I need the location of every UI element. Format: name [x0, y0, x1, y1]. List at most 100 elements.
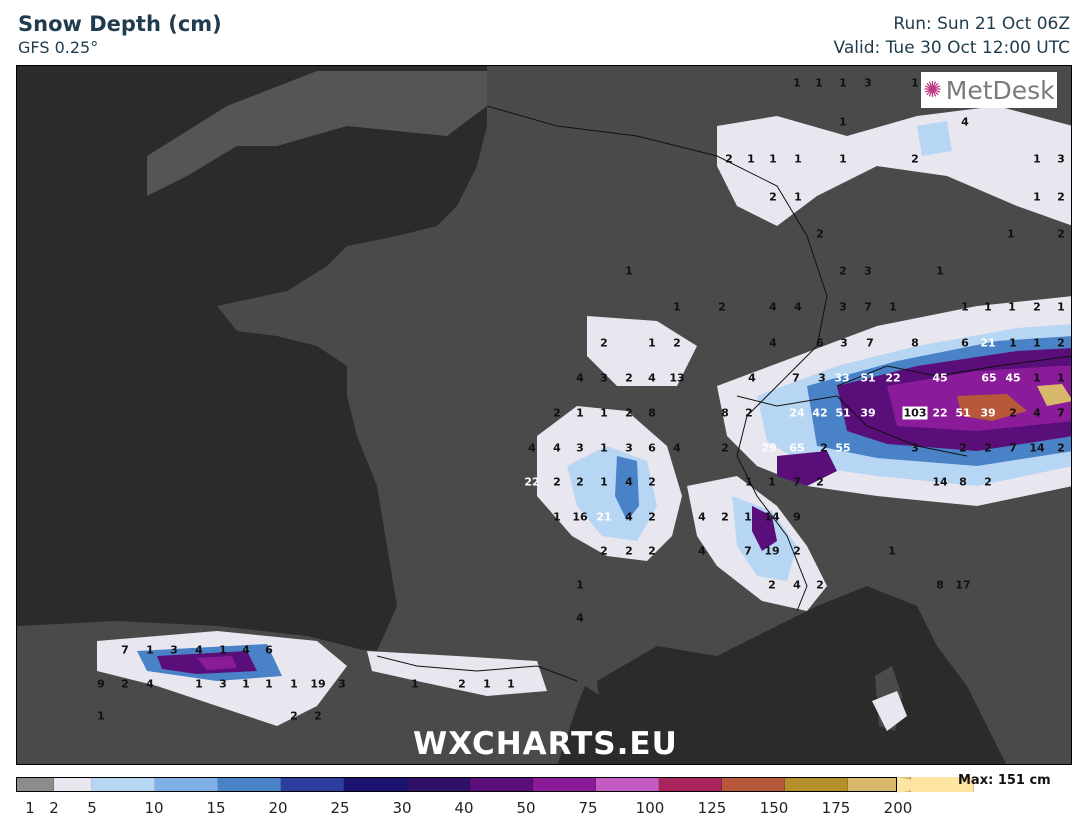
snow-depth-value: 3: [576, 441, 584, 455]
snow-depth-value: 1: [290, 677, 298, 691]
snow-depth-value: 2: [768, 578, 776, 592]
snow-depth-value: 4: [146, 677, 154, 691]
snow-depth-value: 2: [718, 300, 726, 314]
snow-depth-value: 45: [1005, 371, 1021, 385]
snow-depth-value: 2: [745, 406, 753, 420]
snow-depth-value: 4: [769, 336, 777, 350]
valid-time: Valid: Tue 30 Oct 12:00 UTC: [833, 38, 1070, 58]
snow-depth-value: 2: [600, 336, 608, 350]
snow-depth-value: 2: [1057, 441, 1065, 455]
colorbar-tick-label: 20: [268, 799, 288, 817]
snow-depth-value: 2: [769, 190, 777, 204]
snow-depth-value: 103: [902, 406, 928, 420]
snow-depth-value: 1: [600, 441, 608, 455]
snow-depth-value: 2: [314, 709, 322, 723]
snow-depth-value: 1: [146, 643, 154, 657]
snow-depth-value: 4: [1033, 406, 1041, 420]
snow-depth-value: 2: [984, 475, 992, 489]
snow-depth-value: 24: [789, 406, 805, 420]
snow-depth-value: 9: [97, 677, 105, 691]
snow-depth-value: 1: [839, 115, 847, 129]
snow-depth-value: 2: [1057, 227, 1065, 241]
snow-depth-value: 4: [242, 643, 250, 657]
colorbar-tick-label: 1: [25, 799, 35, 817]
colorbar-tick-label: 75: [578, 799, 598, 817]
colorbar-tick-label: 125: [697, 799, 727, 817]
snow-depth-value: 3: [219, 677, 227, 691]
colorbar-segment: [155, 777, 218, 792]
snow-depth-value: 1: [961, 300, 969, 314]
snow-depth-value: 14: [764, 510, 780, 524]
snow-depth-value: 29: [761, 441, 777, 455]
snow-depth-value: 55: [835, 441, 851, 455]
snow-depth-value: 1: [794, 152, 802, 166]
snow-depth-value: 2: [553, 406, 561, 420]
colorbar-segment: [470, 777, 533, 792]
metdesk-logo: ✺ MetDesk: [921, 72, 1057, 108]
colorbar-segment: [54, 777, 92, 792]
snow-depth-value: 65: [981, 371, 997, 385]
snow-depth-value: 2: [121, 677, 129, 691]
snow-depth-value: 8: [911, 336, 919, 350]
snow-depth-value: 1: [1009, 336, 1017, 350]
snow-depth-value: 1: [483, 677, 491, 691]
snow-depth-value: 1: [1033, 371, 1041, 385]
snow-depth-value: 2: [625, 544, 633, 558]
snow-depth-value: 14: [932, 475, 948, 489]
snow-depth-value: 3: [864, 264, 872, 278]
snow-depth-value: 45: [932, 371, 948, 385]
colorbar-frame: [16, 777, 897, 792]
snow-depth-value: 1: [242, 677, 250, 691]
snow-depth-value: 2: [839, 264, 847, 278]
snow-depth-value: 65: [789, 441, 805, 455]
colorbar-tick-label: 5: [87, 799, 97, 817]
colorbar-segment: [407, 777, 470, 792]
colorbar-tick-label: 50: [516, 799, 536, 817]
snow-depth-value: 4: [794, 300, 802, 314]
snow-depth-value: 1: [769, 152, 777, 166]
snow-depth-value: 4: [961, 115, 969, 129]
snow-depth-value: 1: [507, 677, 515, 691]
snow-depth-value: 33: [834, 371, 850, 385]
snow-depth-value: 22: [932, 406, 948, 420]
snow-depth-value: 7: [864, 300, 872, 314]
snow-depth-value: 42: [812, 406, 828, 420]
snow-depth-value: 3: [818, 371, 826, 385]
snow-depth-value: 21: [980, 336, 996, 350]
snow-depth-value: 4: [673, 441, 681, 455]
snow-depth-value: 39: [980, 406, 996, 420]
snow-depth-value: 2: [725, 152, 733, 166]
colorbar-segment: [16, 777, 54, 792]
snow-depth-value: 17: [955, 578, 971, 592]
snow-depth-value: 3: [625, 441, 633, 455]
snow-depth-value: 19: [310, 677, 326, 691]
colorbar-segment: [785, 777, 848, 792]
snow-depth-value: 1: [97, 709, 105, 723]
colorbar-segment: [218, 777, 281, 792]
snow-depth-value: 1: [839, 152, 847, 166]
snow-depth-value: 4: [648, 371, 656, 385]
snow-depth-value: 2: [1033, 300, 1041, 314]
colorbar-tick-label: 175: [821, 799, 851, 817]
snow-depth-value: 6: [265, 643, 273, 657]
colorbar-tick-label: 30: [392, 799, 412, 817]
sea-mediterranean: [597, 586, 1006, 764]
snow-depth-value: 7: [1057, 406, 1065, 420]
snow-depth-value: 7: [121, 643, 129, 657]
snow-depth-value: 4: [769, 300, 777, 314]
snow-depth-value: 1: [936, 264, 944, 278]
snow-depth-value: 6: [816, 336, 824, 350]
snow-depth-value: 39: [860, 406, 876, 420]
snow-depth-value: 1: [747, 152, 755, 166]
snow-depth-value: 4: [748, 371, 756, 385]
snow-depth-value: 7: [866, 336, 874, 350]
snow-depth-value: 2: [290, 709, 298, 723]
colorbar-segment: [92, 777, 155, 792]
snow-depth-value: 1: [673, 300, 681, 314]
snow-depth-value: 1: [1033, 336, 1041, 350]
snow-depth-value: 8: [648, 406, 656, 420]
snow-depth-value: 2: [721, 510, 729, 524]
snow-depth-value: 2: [984, 441, 992, 455]
snow-depth-value: 1: [1007, 227, 1015, 241]
snow-depth-value: 2: [1057, 190, 1065, 204]
